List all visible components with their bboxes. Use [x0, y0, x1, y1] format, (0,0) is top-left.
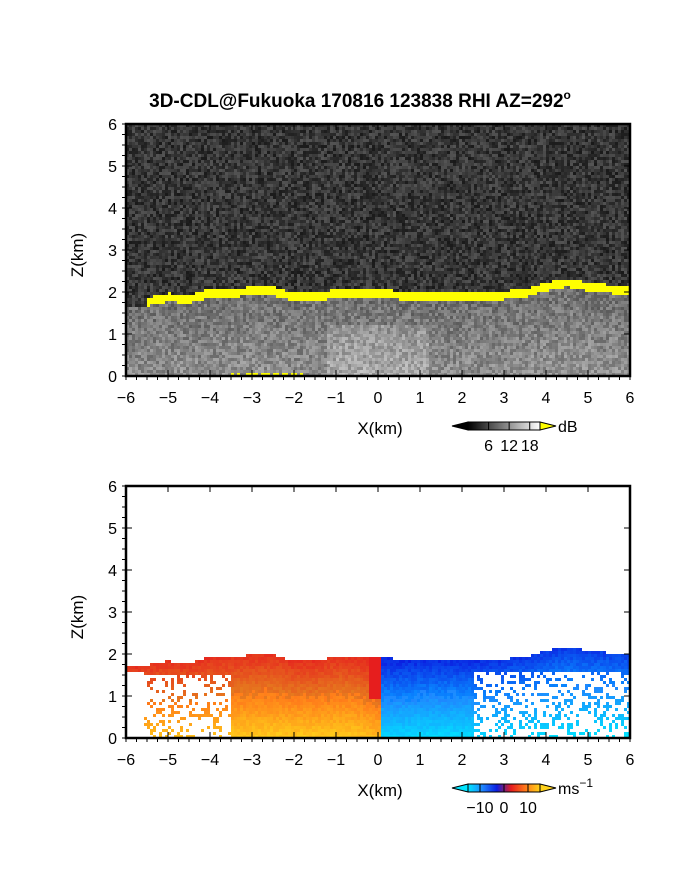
x-tick-label: 2 — [458, 752, 467, 769]
x-tick-label: 3 — [500, 752, 509, 769]
colorbar-tick-label: −10 — [466, 800, 493, 817]
x-tick-label: 0 — [374, 390, 383, 407]
field-image — [126, 124, 630, 376]
colorbar-unit: dB — [558, 419, 578, 436]
x-tick-label: −4 — [201, 390, 219, 407]
y-tick-label: 6 — [108, 479, 117, 496]
x-tick-label: −6 — [117, 390, 135, 407]
colorbar-tick-label: 18 — [521, 438, 539, 455]
colorbar-tick-label: 6 — [484, 438, 493, 455]
colorbar: −10 0 10 ms−1 — [451, 776, 593, 817]
x-tick-label: 1 — [416, 752, 425, 769]
y-tick-label: 2 — [108, 647, 117, 664]
x-tick-label: −4 — [201, 752, 219, 769]
colorbar-tick-label: 0 — [500, 800, 509, 817]
x-tick-label: 6 — [626, 752, 635, 769]
x-tick-label: −5 — [159, 752, 177, 769]
field-image — [126, 486, 630, 738]
x-tick-label: −5 — [159, 390, 177, 407]
x-axis-title: X(km) — [357, 419, 402, 438]
x-tick-label: 4 — [542, 752, 551, 769]
colorbar-under-triangle — [451, 421, 469, 431]
x-tick-label: 0 — [374, 752, 383, 769]
y-tick-label: 1 — [108, 689, 117, 706]
colorbar-tick-label: 12 — [500, 438, 518, 455]
colorbar: 6 12 18 dB — [451, 419, 578, 455]
x-axis-title: X(km) — [357, 781, 402, 800]
x-tick-label: 5 — [584, 752, 593, 769]
y-tick-label: 4 — [108, 563, 117, 580]
y-tick-label: 6 — [108, 117, 117, 134]
x-tick-label: 6 — [626, 390, 635, 407]
y-tick-label: 3 — [108, 605, 117, 622]
colorbar-under-triangle — [451, 783, 469, 793]
x-tick-label: 2 — [458, 390, 467, 407]
y-tick-label: 0 — [108, 369, 117, 386]
x-tick-label: −3 — [243, 752, 261, 769]
y-tick-label: 0 — [108, 731, 117, 748]
x-tick-label: 1 — [416, 390, 425, 407]
x-tick-label: −1 — [327, 752, 345, 769]
x-tick-label: 3 — [500, 390, 509, 407]
y-tick-label: 5 — [108, 521, 117, 538]
y-tick-label: 1 — [108, 327, 117, 344]
colorbar-unit: ms−1 — [558, 776, 593, 798]
x-tick-label: 4 — [542, 390, 551, 407]
colorbar-tick-label: 10 — [519, 800, 537, 817]
x-tick-label: −1 — [327, 390, 345, 407]
y-axis-title: Z(km) — [68, 233, 87, 277]
y-tick-label: 5 — [108, 159, 117, 176]
colorbar-over-triangle — [539, 783, 557, 793]
y-tick-label: 3 — [108, 243, 117, 260]
y-tick-label: 4 — [108, 201, 117, 218]
colorbar-bar — [467, 421, 541, 431]
colorbar-over-triangle — [539, 421, 557, 431]
y-tick-label: 2 — [108, 285, 117, 302]
x-tick-label: −2 — [285, 752, 303, 769]
chart-title: 3D-CDL@Fukuoka 170816 123838 RHI AZ=292o — [149, 88, 571, 112]
y-axis-title: Z(km) — [68, 595, 87, 639]
x-tick-label: −3 — [243, 390, 261, 407]
x-tick-label: −6 — [117, 752, 135, 769]
x-tick-label: −2 — [285, 390, 303, 407]
x-tick-label: 5 — [584, 390, 593, 407]
